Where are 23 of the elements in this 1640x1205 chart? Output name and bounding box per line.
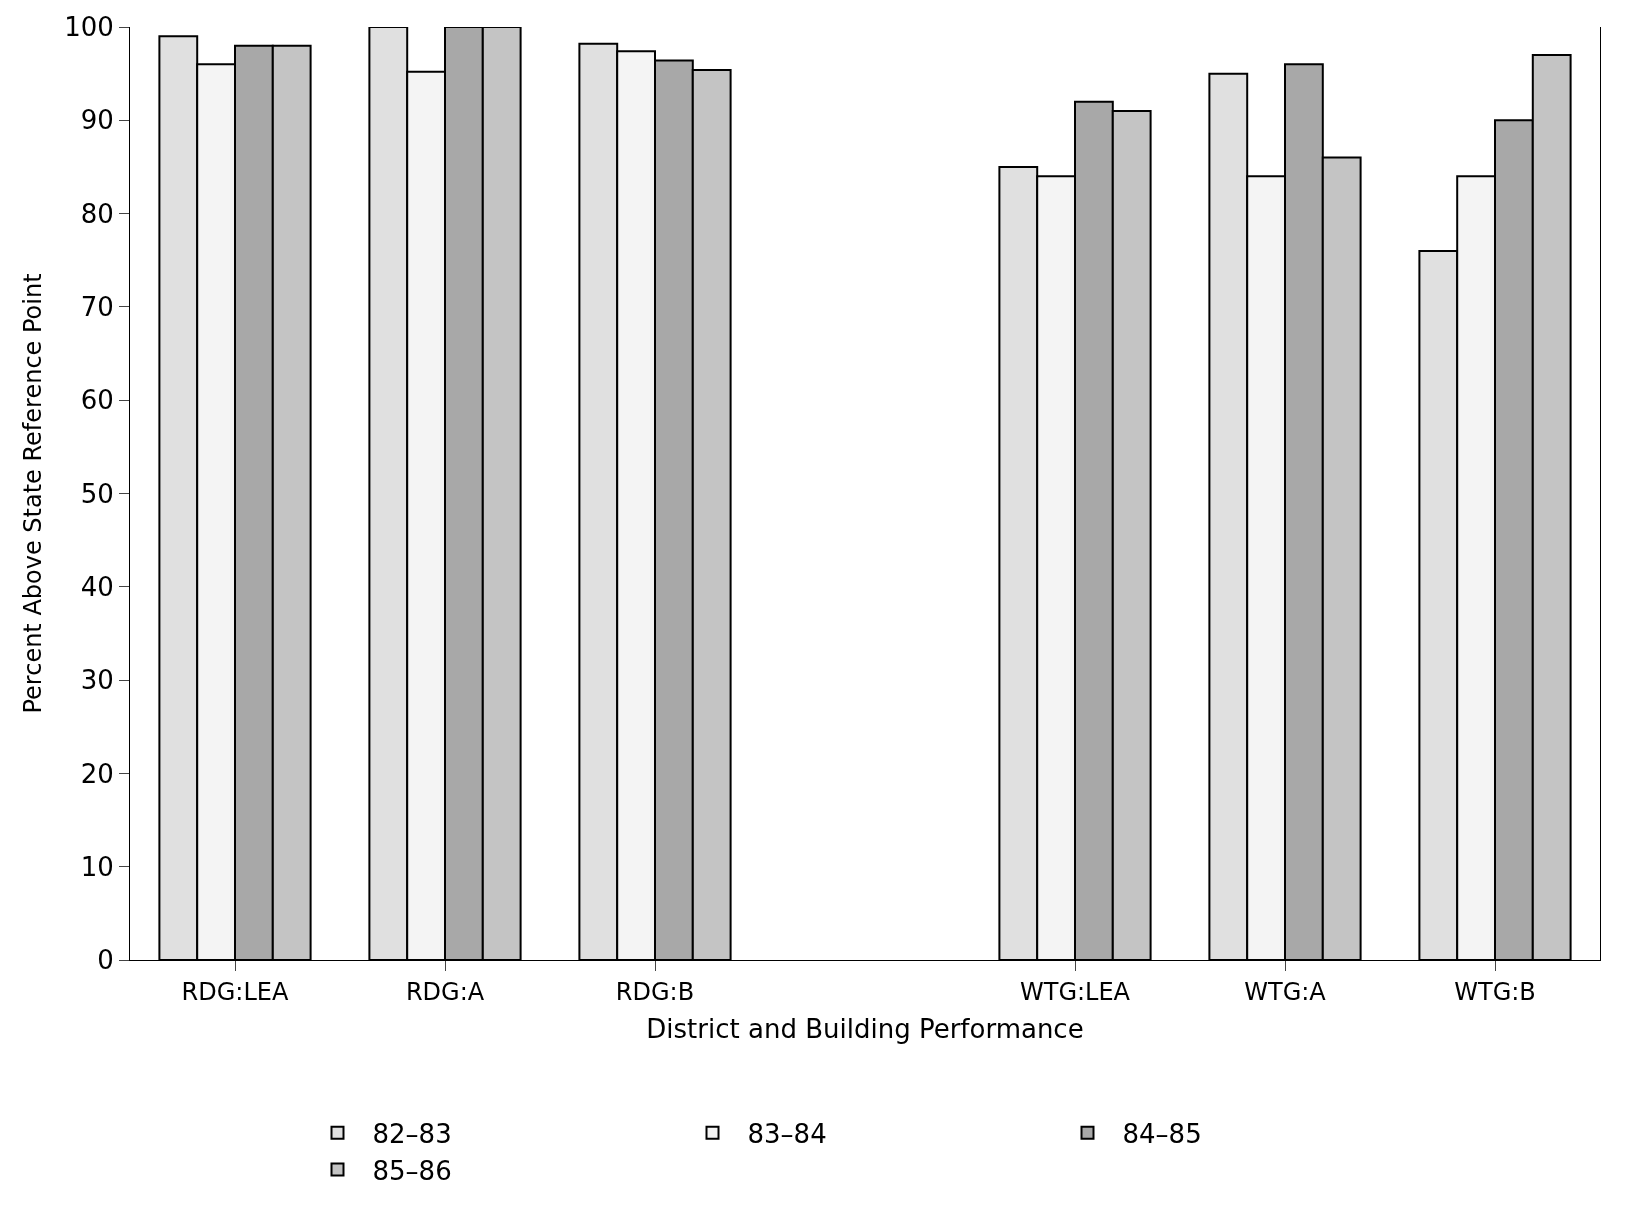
legend-label: 83–84: [747, 1118, 827, 1149]
x-axis-title: District and Building Performance: [646, 1014, 1084, 1045]
y-tick-label: 90: [80, 105, 114, 136]
x-tick-label: WTG:A: [1244, 977, 1327, 1006]
legend-label: 82–83: [372, 1118, 452, 1149]
y-tick-label: 20: [80, 758, 114, 789]
y-tick-label: 100: [64, 12, 114, 43]
y-axis-title: Percent Above State Reference Point: [19, 273, 48, 714]
y-tick-label: 70: [80, 292, 114, 322]
legend-label: 84–85: [1122, 1118, 1202, 1149]
x-tick-label: WTG:LEA: [1019, 977, 1131, 1006]
legend-label: 85–86: [372, 1155, 452, 1186]
x-tick-label: WTG:B: [1454, 977, 1536, 1006]
y-tick-label: 30: [80, 665, 114, 696]
x-tick-label: RDG:LEA: [181, 977, 289, 1006]
y-tick-label: 0: [97, 945, 114, 976]
x-tick-label: RDG:A: [405, 977, 485, 1006]
x-tick-label: RDG:B: [615, 977, 695, 1006]
y-tick-label: 60: [80, 385, 114, 416]
y-tick-label: 40: [80, 571, 114, 602]
y-tick-label: 50: [80, 478, 114, 509]
y-tick-label: 10: [80, 851, 114, 882]
y-tick-label: 80: [80, 198, 114, 229]
